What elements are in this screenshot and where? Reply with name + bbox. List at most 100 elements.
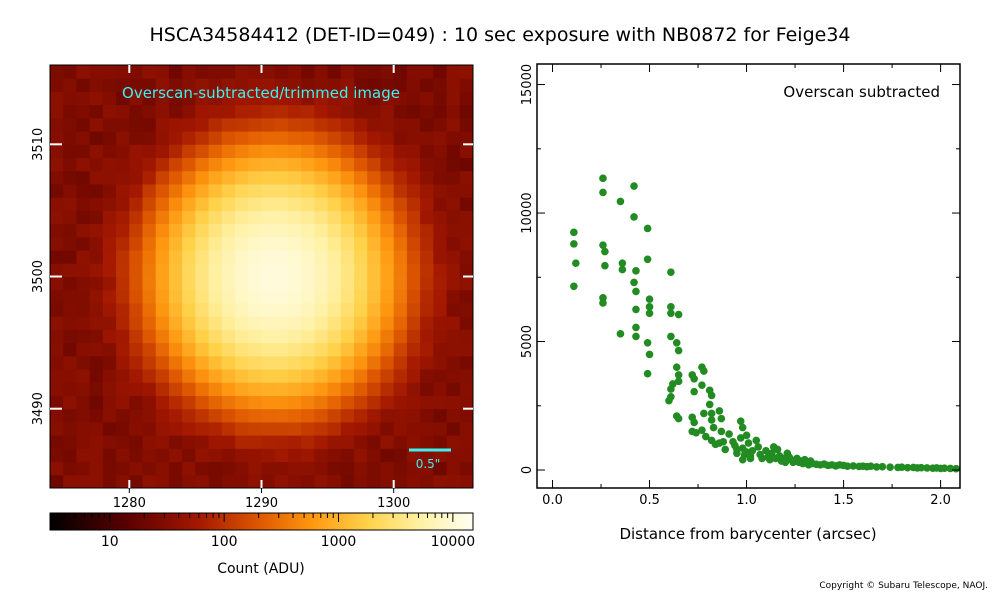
heatmap-pixel bbox=[340, 302, 355, 317]
heatmap-pixel bbox=[248, 355, 262, 370]
data-point bbox=[674, 310, 683, 319]
heatmap-pixel bbox=[63, 421, 77, 436]
heatmap-pixel bbox=[182, 65, 196, 79]
heatmap-pixel bbox=[380, 382, 395, 396]
heatmap-pixel bbox=[301, 302, 315, 317]
heatmap-pixel bbox=[208, 461, 223, 476]
heatmap-pixel bbox=[433, 289, 448, 304]
data-point bbox=[643, 369, 652, 378]
heatmap-pixel bbox=[433, 263, 448, 277]
heatmap-pixel bbox=[182, 78, 196, 92]
heatmap-pixel bbox=[380, 210, 395, 225]
heatmap-pixel bbox=[195, 448, 210, 463]
heatmap-pixel bbox=[274, 342, 289, 357]
heatmap-pixel bbox=[420, 289, 434, 304]
heatmap-pixel bbox=[195, 117, 210, 132]
heatmap-pixel bbox=[446, 170, 461, 185]
heatmap-pixel bbox=[116, 448, 130, 463]
heatmap-pixel bbox=[89, 302, 104, 317]
heatmap-pixel bbox=[301, 369, 315, 383]
heatmap-pixel bbox=[208, 183, 223, 198]
heatmap-pixel bbox=[50, 131, 64, 145]
heatmap-pixel bbox=[340, 276, 355, 291]
heatmap-pixel bbox=[459, 276, 474, 291]
heatmap-pixel bbox=[340, 91, 355, 106]
heatmap-pixel bbox=[155, 210, 170, 225]
heatmap-pixel bbox=[406, 250, 421, 264]
heatmap-pixel bbox=[314, 408, 329, 423]
heatmap-pixel bbox=[50, 263, 64, 277]
heatmap-pixel bbox=[221, 183, 236, 198]
heatmap-pixel bbox=[261, 461, 276, 476]
heatmap-pixel bbox=[208, 329, 223, 344]
heatmap-pixel bbox=[367, 421, 381, 436]
heatmap-pixel bbox=[314, 289, 329, 304]
heatmap-pixel bbox=[208, 236, 223, 251]
heatmap-pixel bbox=[354, 223, 368, 238]
heatmap-pixel bbox=[195, 276, 210, 291]
heatmap-pixel bbox=[301, 78, 315, 92]
heatmap-pixel bbox=[354, 369, 368, 383]
heatmap-pixel bbox=[129, 170, 144, 185]
heatmap-pixel bbox=[380, 408, 395, 423]
heatmap-pixel bbox=[367, 131, 381, 145]
heatmap-pixel bbox=[221, 104, 236, 119]
data-point bbox=[698, 381, 706, 390]
heatmap-pixel bbox=[155, 78, 170, 92]
heatmap-pixel bbox=[248, 316, 262, 330]
heatmap-pixel bbox=[248, 435, 262, 449]
heatmap-pixel bbox=[142, 183, 157, 198]
heatmap-pixel bbox=[142, 342, 157, 357]
heatmap-pixel bbox=[195, 329, 210, 344]
heatmap-pixel bbox=[406, 435, 421, 449]
heatmap-pixel bbox=[182, 316, 196, 330]
heatmap-pixel bbox=[208, 263, 223, 277]
heatmap-pixel bbox=[155, 421, 170, 436]
heatmap-pixel bbox=[116, 474, 130, 489]
heatmap-pixel bbox=[248, 342, 262, 357]
heatmap-pixel bbox=[354, 210, 368, 225]
heatmap-pixel bbox=[208, 144, 223, 159]
heatmap-pixel bbox=[50, 276, 64, 291]
heatmap-pixel bbox=[261, 104, 276, 119]
heatmap-pixel bbox=[155, 131, 170, 145]
heatmap-pixel bbox=[208, 355, 223, 370]
heatmap-pixel bbox=[168, 104, 183, 119]
heatmap-pixel bbox=[367, 210, 381, 225]
heatmap-pixel bbox=[274, 421, 289, 436]
heatmap-pixel bbox=[261, 408, 276, 423]
heatmap-pixel bbox=[208, 302, 223, 317]
x-tick-label: 1.0 bbox=[736, 493, 757, 508]
heatmap-pixel bbox=[221, 474, 236, 489]
heatmap-pixel bbox=[354, 435, 368, 449]
heatmap-pixel bbox=[155, 117, 170, 132]
heatmap-pixel bbox=[235, 369, 249, 383]
heatmap-pixel bbox=[208, 448, 223, 463]
heatmap-pixel bbox=[89, 382, 104, 396]
data-point bbox=[698, 426, 706, 434]
heatmap-pixel bbox=[235, 435, 249, 449]
heatmap-pixel bbox=[301, 263, 315, 277]
heatmap-pixel bbox=[261, 183, 276, 198]
heatmap-pixel bbox=[354, 78, 368, 92]
heatmap-pixel bbox=[63, 329, 77, 344]
data-point bbox=[674, 346, 683, 355]
heatmap-pixel bbox=[380, 461, 395, 476]
heatmap-pixel bbox=[459, 263, 474, 277]
heatmap-pixel bbox=[221, 395, 236, 410]
copyright: Copyright © Subaru Telescope, NAOJ. bbox=[819, 581, 988, 591]
heatmap-pixel bbox=[63, 210, 77, 225]
heatmap-pixel bbox=[50, 104, 64, 119]
heatmap-pixel bbox=[367, 250, 381, 264]
heatmap-pixel bbox=[433, 78, 448, 92]
heatmap-pixel bbox=[367, 144, 381, 159]
heatmap-pixel bbox=[182, 223, 196, 238]
heatmap-pixel bbox=[420, 316, 434, 330]
heatmap-pixel bbox=[274, 183, 289, 198]
heatmap-pixel bbox=[155, 276, 170, 291]
heatmap-pixel bbox=[327, 131, 342, 145]
heatmap-pixel bbox=[76, 276, 91, 291]
heatmap-pixel bbox=[142, 210, 157, 225]
heatmap-pixel bbox=[129, 395, 144, 410]
heatmap-pixel bbox=[235, 157, 249, 172]
